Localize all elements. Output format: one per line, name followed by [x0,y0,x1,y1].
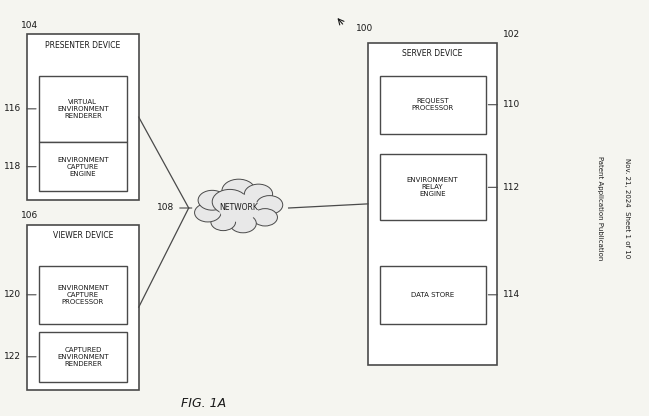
Text: 102: 102 [503,30,520,39]
Text: ENVIRONMENT
CAPTURE
ENGINE: ENVIRONMENT CAPTURE ENGINE [57,157,109,177]
Text: Patent Application Publication: Patent Application Publication [597,156,603,260]
Text: VIEWER DEVICE: VIEWER DEVICE [53,231,113,240]
Text: 110: 110 [503,100,520,109]
Text: 116: 116 [4,104,21,113]
Text: ENVIRONMENT
CAPTURE
PROCESSOR: ENVIRONMENT CAPTURE PROCESSOR [57,285,109,305]
Text: DATA STORE: DATA STORE [411,292,454,298]
Text: REQUEST
PROCESSOR: REQUEST PROCESSOR [411,98,454,111]
Text: PRESENTER DEVICE: PRESENTER DEVICE [45,41,121,50]
Circle shape [222,179,256,203]
Text: 114: 114 [503,290,520,299]
Text: 112: 112 [503,183,520,192]
Circle shape [195,203,221,222]
Text: 104: 104 [21,21,38,30]
Text: 118: 118 [4,162,21,171]
Text: CAPTURED
ENVIRONMENT
RENDERER: CAPTURED ENVIRONMENT RENDERER [57,347,109,367]
FancyBboxPatch shape [39,332,127,381]
Text: Nov. 21, 2024  Sheet 1 of 10: Nov. 21, 2024 Sheet 1 of 10 [624,158,630,258]
Text: 122: 122 [4,352,21,361]
FancyBboxPatch shape [39,76,127,142]
Circle shape [198,191,227,210]
Text: NETWORK: NETWORK [219,203,258,213]
FancyBboxPatch shape [380,266,485,324]
FancyBboxPatch shape [380,76,485,134]
Circle shape [256,196,283,214]
Circle shape [212,189,247,214]
FancyBboxPatch shape [380,154,485,220]
Circle shape [245,184,273,204]
Text: ENVIRONMENT
RELAY
ENGINE: ENVIRONMENT RELAY ENGINE [407,177,458,197]
Text: VIRTUAL
ENVIRONMENT
RENDERER: VIRTUAL ENVIRONMENT RENDERER [57,99,109,119]
Circle shape [219,194,258,222]
FancyBboxPatch shape [39,266,127,324]
Text: FIG. 1A: FIG. 1A [181,397,226,411]
Circle shape [252,208,278,226]
Text: 120: 120 [4,290,21,299]
Text: 106: 106 [21,211,38,220]
Circle shape [230,214,256,233]
Text: SERVER DEVICE: SERVER DEVICE [402,49,463,58]
Text: 108: 108 [157,203,174,213]
Circle shape [211,213,236,230]
Text: 100: 100 [356,24,373,33]
FancyBboxPatch shape [27,35,139,200]
FancyBboxPatch shape [39,142,127,191]
FancyBboxPatch shape [368,43,497,365]
FancyBboxPatch shape [27,225,139,390]
